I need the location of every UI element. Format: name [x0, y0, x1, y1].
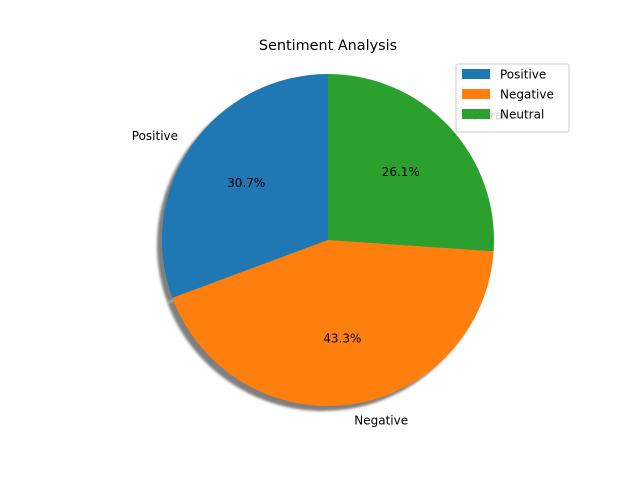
chart-title: Sentiment Analysis	[259, 38, 397, 54]
pie-slices	[162, 74, 494, 406]
category-label-negative: Negative	[354, 414, 408, 428]
percent-label-positive: 30.7%	[227, 176, 265, 190]
legend: Positive Negative Neutral	[455, 63, 570, 133]
legend-label-neutral: Neutral	[500, 108, 544, 122]
percent-label-negative: 43.3%	[323, 332, 361, 346]
legend-swatch-positive	[462, 69, 490, 79]
category-label-positive: Positive	[132, 129, 178, 143]
legend-swatch-neutral	[462, 109, 490, 119]
legend-label-positive: Positive	[500, 68, 546, 82]
pie-slice-negative	[172, 240, 494, 406]
legend-label-negative: Negative	[500, 88, 554, 102]
pie-slice-positive	[162, 74, 328, 298]
pie-slice-neutral	[328, 74, 494, 252]
percent-label-neutral: 26.1%	[382, 165, 420, 179]
legend-swatch-negative	[462, 89, 490, 99]
